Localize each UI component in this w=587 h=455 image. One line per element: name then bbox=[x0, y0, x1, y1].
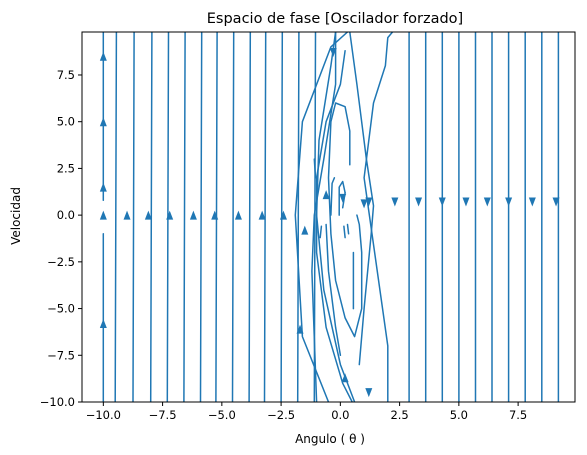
x-tick-label: 0.0 bbox=[331, 408, 349, 422]
x-tick-label: −7.5 bbox=[149, 408, 177, 422]
y-tick-label: 2.5 bbox=[57, 161, 75, 175]
y-tick-label: 7.5 bbox=[57, 68, 75, 82]
y-tick-label: 5.0 bbox=[57, 115, 75, 129]
x-tick-label: 7.5 bbox=[509, 408, 527, 422]
y-tick-label: −7.5 bbox=[47, 348, 75, 362]
x-tick-label: −5.0 bbox=[208, 408, 236, 422]
y-tick-label: −5.0 bbox=[47, 302, 75, 316]
x-tick-label: 5.0 bbox=[450, 408, 468, 422]
y-tick-label: −2.5 bbox=[47, 255, 75, 269]
y-tick-label: −10.0 bbox=[40, 395, 75, 409]
x-tick-label: −2.5 bbox=[267, 408, 295, 422]
x-tick-label: −10.0 bbox=[86, 408, 121, 422]
y-tick-label: 0.0 bbox=[57, 208, 75, 222]
chart-title: Espacio de fase [Oscilador forzado] bbox=[207, 11, 463, 27]
x-tick-label: 2.5 bbox=[390, 408, 408, 422]
y-axis-label: Velocidad bbox=[9, 187, 23, 245]
x-axis-label: Angulo ( θ ) bbox=[295, 432, 365, 446]
